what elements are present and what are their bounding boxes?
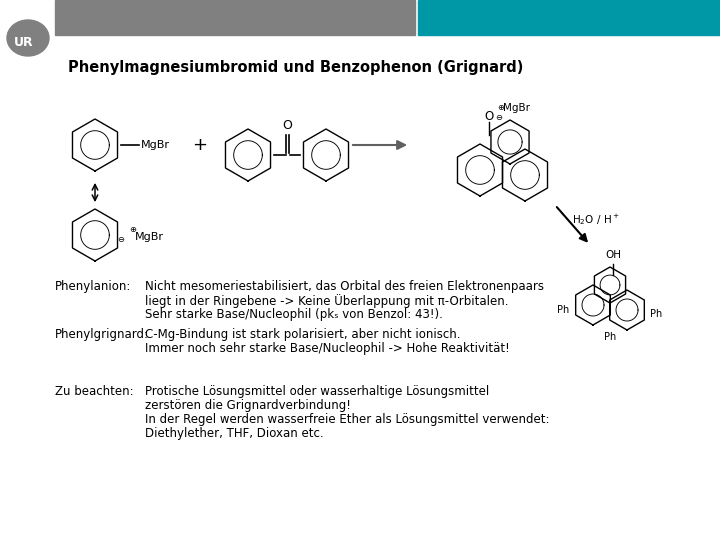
Text: ⊖: ⊖ [495,112,502,122]
Text: Phenylanion:: Phenylanion: [55,280,131,293]
Text: H$_2$O / H$^+$: H$_2$O / H$^+$ [572,213,620,227]
Text: Ph: Ph [650,309,662,319]
Text: Ph: Ph [557,305,569,315]
Text: ⊕: ⊕ [497,104,504,112]
Text: MgBr: MgBr [503,103,530,113]
Text: ⊕: ⊕ [129,226,136,234]
Text: liegt in der Ringebene -> Keine Überlappung mit π-Orbitalen.: liegt in der Ringebene -> Keine Überlapp… [145,294,508,308]
Text: C-Mg-Bindung ist stark polarisiert, aber nicht ionisch.: C-Mg-Bindung ist stark polarisiert, aber… [145,328,461,341]
Text: Protische Lösungsmittel oder wasserhaltige Lösungsmittel: Protische Lösungsmittel oder wasserhalti… [145,385,490,398]
Text: Phenylmagnesiumbromid und Benzophenon (Grignard): Phenylmagnesiumbromid und Benzophenon (G… [68,60,523,75]
Text: O: O [282,119,292,132]
Bar [55,0,415,35]
Text: MgBr: MgBr [135,232,164,242]
Text: Sehr starke Base/Nucleophil (pkₛ von Benzol: 43!).: Sehr starke Base/Nucleophil (pkₛ von Ben… [145,308,443,321]
Text: OH: OH [605,250,621,260]
Text: Immer noch sehr starke Base/Nucleophil -> Hohe Reaktivität!: Immer noch sehr starke Base/Nucleophil -… [145,342,510,355]
Text: In der Regel werden wasserfreie Ether als Lösungsmittel verwendet:: In der Regel werden wasserfreie Ether al… [145,413,549,426]
Ellipse shape [7,20,49,56]
Text: O: O [485,111,494,124]
Text: Zu beachten:: Zu beachten: [55,385,134,398]
Text: MgBr: MgBr [141,140,170,150]
Text: ⊖: ⊖ [117,234,124,244]
Bar [418,0,720,35]
Text: Diethylether, THF, Dioxan etc.: Diethylether, THF, Dioxan etc. [145,427,323,440]
Text: zerstören die Grignardverbindung!: zerstören die Grignardverbindung! [145,399,351,412]
Text: UR: UR [14,36,34,49]
Text: Phenylgrignard:: Phenylgrignard: [55,328,149,341]
Text: Nicht mesomeriestabilisiert, das Orbital des freien Elektronenpaars: Nicht mesomeriestabilisiert, das Orbital… [145,280,544,293]
Text: Ph: Ph [604,332,616,342]
Text: +: + [192,136,207,154]
